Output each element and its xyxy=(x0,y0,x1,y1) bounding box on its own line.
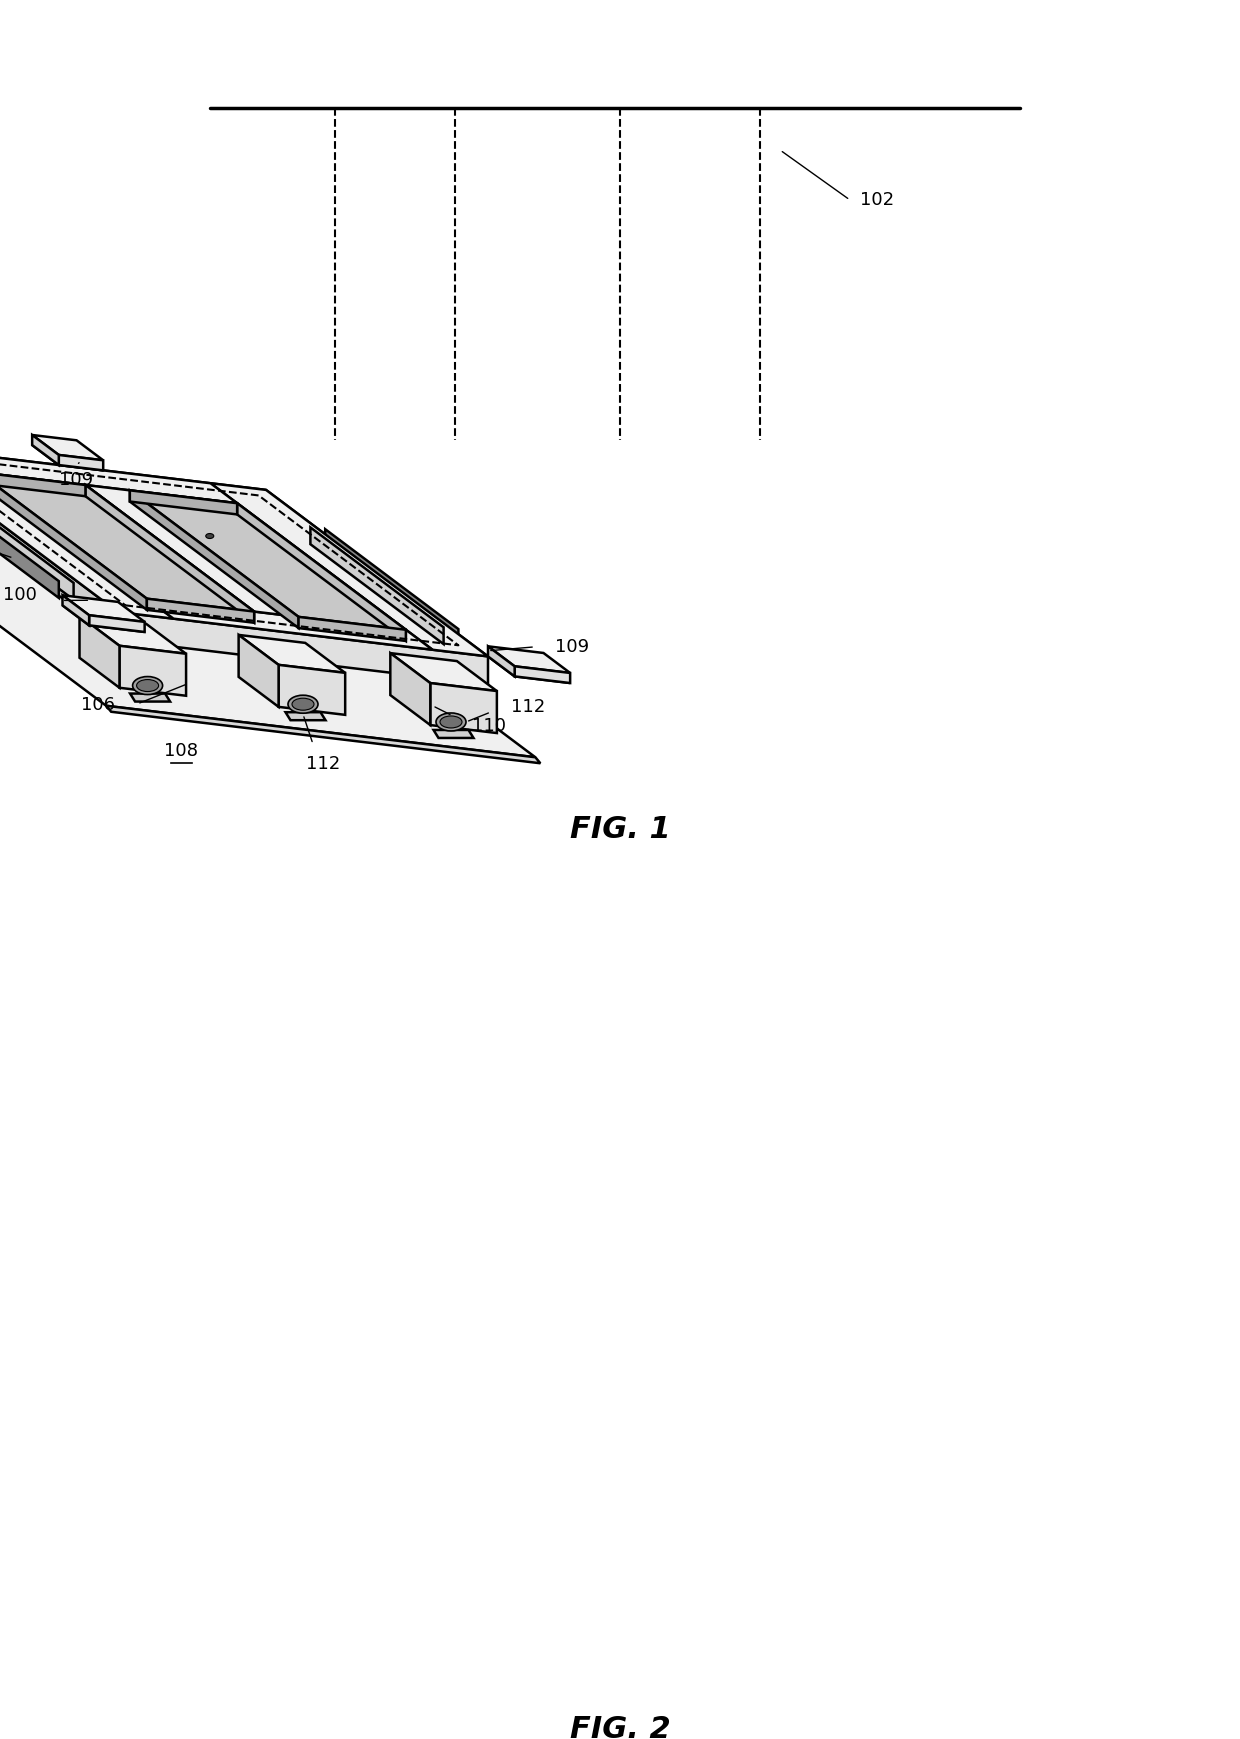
Polygon shape xyxy=(118,612,489,685)
Ellipse shape xyxy=(206,534,213,539)
Polygon shape xyxy=(489,647,515,676)
Text: 112: 112 xyxy=(306,755,340,774)
Polygon shape xyxy=(391,654,430,725)
Polygon shape xyxy=(238,635,345,673)
Polygon shape xyxy=(130,490,405,630)
Polygon shape xyxy=(0,482,58,598)
Polygon shape xyxy=(325,529,459,645)
Polygon shape xyxy=(146,598,254,623)
Polygon shape xyxy=(310,527,444,643)
Polygon shape xyxy=(285,713,325,720)
Polygon shape xyxy=(0,513,536,756)
Polygon shape xyxy=(0,473,86,496)
Text: 109: 109 xyxy=(60,471,94,489)
Polygon shape xyxy=(238,635,279,706)
Polygon shape xyxy=(62,595,145,623)
Polygon shape xyxy=(32,445,103,470)
Polygon shape xyxy=(119,645,186,696)
Polygon shape xyxy=(211,483,489,656)
Polygon shape xyxy=(79,616,119,687)
Polygon shape xyxy=(0,473,254,612)
Polygon shape xyxy=(0,445,489,656)
Text: 110: 110 xyxy=(472,716,506,736)
Polygon shape xyxy=(489,647,570,673)
Text: 112: 112 xyxy=(511,697,546,716)
Ellipse shape xyxy=(440,716,463,729)
Polygon shape xyxy=(0,445,118,640)
Ellipse shape xyxy=(436,713,466,730)
Polygon shape xyxy=(0,452,237,503)
Text: FIG. 1: FIG. 1 xyxy=(569,816,671,845)
Polygon shape xyxy=(130,490,237,515)
Ellipse shape xyxy=(133,676,162,694)
Polygon shape xyxy=(130,694,170,701)
Polygon shape xyxy=(58,456,103,470)
Polygon shape xyxy=(86,485,254,623)
Polygon shape xyxy=(130,490,299,628)
Polygon shape xyxy=(107,706,541,763)
Polygon shape xyxy=(62,595,89,626)
Polygon shape xyxy=(0,473,146,610)
Ellipse shape xyxy=(288,696,317,713)
Text: 106: 106 xyxy=(81,696,115,713)
Polygon shape xyxy=(86,485,299,617)
Polygon shape xyxy=(299,617,405,642)
Polygon shape xyxy=(0,445,174,619)
Polygon shape xyxy=(489,656,570,683)
Polygon shape xyxy=(32,435,103,461)
Polygon shape xyxy=(434,730,474,737)
Text: 100: 100 xyxy=(2,586,37,605)
Text: 108: 108 xyxy=(164,743,198,760)
Text: 109: 109 xyxy=(556,638,589,656)
Polygon shape xyxy=(237,503,405,642)
Polygon shape xyxy=(279,664,345,715)
Polygon shape xyxy=(430,683,497,734)
Polygon shape xyxy=(391,654,497,690)
Polygon shape xyxy=(515,666,570,683)
Polygon shape xyxy=(79,616,186,654)
Ellipse shape xyxy=(291,697,314,710)
Text: FIG. 2: FIG. 2 xyxy=(569,1715,671,1739)
Ellipse shape xyxy=(136,680,159,692)
Polygon shape xyxy=(62,605,145,631)
Polygon shape xyxy=(32,435,58,464)
Polygon shape xyxy=(0,483,73,600)
Text: 102: 102 xyxy=(861,191,894,209)
Polygon shape xyxy=(89,616,145,631)
Polygon shape xyxy=(146,598,433,650)
